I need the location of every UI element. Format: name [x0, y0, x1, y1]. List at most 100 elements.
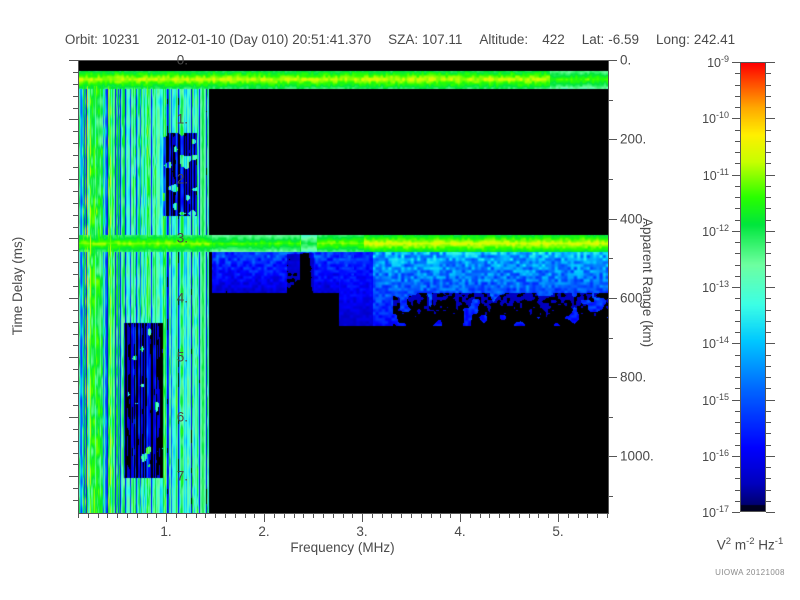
- colorbar-minor-tick: [735, 411, 740, 412]
- x-minor-tick: [98, 513, 99, 518]
- y-left-minor-tick: [73, 72, 78, 73]
- y-left-tick-label: 0.: [176, 52, 188, 68]
- colorbar: [740, 62, 766, 512]
- y-left-minor-tick: [73, 405, 78, 406]
- colorbar-minor-tick: [766, 388, 771, 389]
- orbit-value: 10231: [101, 31, 140, 47]
- colorbar-minor-tick: [735, 152, 740, 153]
- x-minor-tick: [440, 513, 441, 518]
- x-minor-tick: [294, 513, 295, 518]
- altitude-label: Altitude:: [479, 31, 529, 47]
- y-left-minor-tick: [73, 274, 78, 275]
- x-minor-tick: [578, 513, 579, 518]
- colorbar-minor-tick: [766, 186, 771, 187]
- colorbar-tick-label: 10-9: [707, 53, 729, 71]
- colorbar-minor-tick: [735, 85, 740, 86]
- x-minor-tick: [107, 513, 108, 518]
- colorbar-minor-tick: [766, 478, 771, 479]
- colorbar-gradient: [740, 62, 766, 512]
- y-left-minor-tick: [73, 227, 78, 228]
- colorbar-major-tick-right: [766, 175, 775, 176]
- colorbar-minor-tick: [766, 242, 771, 243]
- x-tick-label: 5.: [552, 524, 564, 539]
- x-minor-tick: [245, 513, 246, 518]
- x-minor-tick: [333, 513, 334, 518]
- colorbar-major-tick: [732, 175, 740, 176]
- plot-header: Orbit: 10231 2012-01-10 (Day 010) 20:51:4…: [0, 30, 800, 48]
- y-right-minor-tick: [608, 338, 613, 339]
- x-minor-tick: [343, 513, 344, 518]
- x-minor-tick: [587, 513, 588, 518]
- x-minor-tick: [284, 513, 285, 518]
- colorbar-minor-tick: [735, 422, 740, 423]
- colorbar-minor-tick: [735, 433, 740, 434]
- x-minor-tick: [78, 513, 79, 518]
- x-minor-tick: [470, 513, 471, 518]
- colorbar-major-tick-right: [766, 118, 775, 119]
- x-minor-tick: [205, 513, 206, 518]
- y-axis-left-title: Time Delay (ms): [10, 236, 25, 336]
- x-minor-tick: [519, 513, 520, 518]
- colorbar-unit-label: V2 m-2 Hz-1: [700, 536, 800, 553]
- colorbar-major-tick-right: [766, 231, 775, 232]
- colorbar-minor-tick: [766, 73, 771, 74]
- colorbar-minor-tick: [766, 490, 771, 491]
- y-left-major-tick: [69, 119, 78, 120]
- colorbar-minor-tick: [735, 107, 740, 108]
- colorbar-minor-tick: [766, 501, 771, 502]
- x-minor-tick: [607, 513, 608, 518]
- colorbar-minor-tick: [766, 332, 771, 333]
- x-minor-tick: [401, 513, 402, 518]
- colorbar-minor-tick: [735, 96, 740, 97]
- colorbar-major-tick-right: [766, 512, 775, 513]
- x-minor-tick: [352, 513, 353, 518]
- x-tick-label: 4.: [454, 524, 466, 539]
- y-left-minor-tick: [73, 369, 78, 370]
- sza-value: 107.11: [422, 31, 463, 47]
- y-right-major-tick: [608, 298, 617, 299]
- y-right-minor-tick: [608, 258, 613, 259]
- y-left-minor-tick: [73, 464, 78, 465]
- x-tick-label: 1.: [160, 524, 172, 539]
- y-right-tick-label: 400.: [620, 211, 647, 227]
- x-minor-tick: [499, 513, 500, 518]
- altitude-value: 422: [542, 31, 565, 47]
- colorbar-minor-tick: [735, 220, 740, 221]
- unit-v: V: [716, 537, 726, 553]
- colorbar-minor-tick: [735, 298, 740, 299]
- x-minor-tick: [489, 513, 490, 518]
- colorbar-minor-tick: [735, 163, 740, 164]
- y-right-major-tick: [608, 219, 617, 220]
- colorbar-minor-tick: [766, 276, 771, 277]
- colorbar-major-tick: [732, 231, 740, 232]
- y-left-minor-tick: [73, 131, 78, 132]
- colorbar-minor-tick: [766, 85, 771, 86]
- radargram-plot-area: [78, 60, 609, 514]
- y-left-tick-label: 3.: [176, 230, 188, 246]
- x-minor-tick: [323, 513, 324, 518]
- colorbar-minor-tick: [766, 265, 771, 266]
- y-right-tick-label: 0.: [620, 52, 632, 68]
- x-tick-label: 3.: [356, 524, 368, 539]
- y-left-tick-label: 4.: [176, 290, 188, 306]
- colorbar-minor-tick: [766, 96, 771, 97]
- colorbar-minor-tick: [735, 355, 740, 356]
- colorbar-minor-tick: [766, 253, 771, 254]
- x-minor-tick: [117, 513, 118, 518]
- colorbar-tick-label: 10-15: [702, 391, 729, 409]
- y-right-major-tick: [608, 377, 617, 378]
- colorbar-minor-tick: [735, 141, 740, 142]
- credit-text: UIOWA 20121008: [715, 568, 785, 577]
- colorbar-minor-tick: [766, 220, 771, 221]
- colorbar-minor-tick: [766, 411, 771, 412]
- colorbar-minor-tick: [735, 208, 740, 209]
- orbit-label: Orbit:: [64, 31, 98, 47]
- x-minor-tick: [568, 513, 569, 518]
- colorbar-minor-tick: [766, 355, 771, 356]
- lat-label: Lat:: [581, 31, 605, 47]
- colorbar-tick-label: 10-13: [702, 278, 729, 296]
- x-minor-tick: [196, 513, 197, 518]
- y-left-minor-tick: [73, 203, 78, 204]
- x-major-tick: [558, 513, 559, 522]
